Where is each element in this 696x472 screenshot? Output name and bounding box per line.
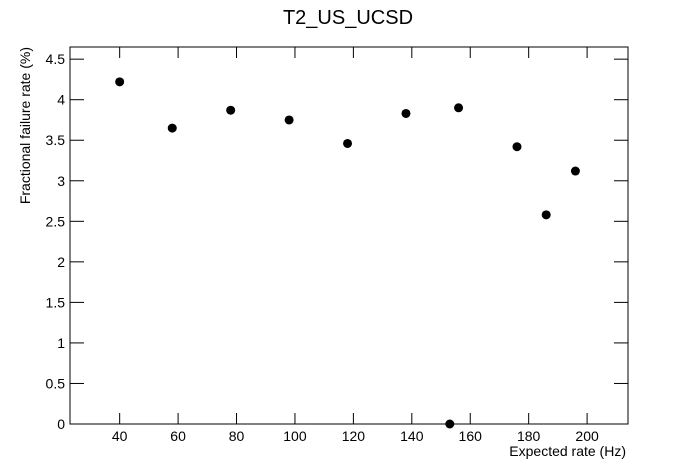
point [541, 210, 551, 220]
point [226, 105, 236, 115]
point [570, 166, 580, 176]
y-axis-label: Fractional failure rate (%) [17, 47, 33, 204]
y-tick-label: 0.5 [46, 375, 66, 391]
y-tick-label: 3.5 [46, 132, 66, 148]
chart-title: T2_US_UCSD [283, 7, 413, 29]
x-tick-label: 40 [112, 428, 128, 444]
y-tick-label: 2.5 [46, 213, 66, 229]
point [445, 419, 455, 429]
x-axis-label: Expected rate (Hz) [509, 443, 626, 459]
y-tick-label: 1 [57, 335, 65, 351]
point [343, 138, 353, 148]
y-tick-label: 0 [57, 416, 65, 432]
point [167, 123, 177, 133]
point [454, 103, 464, 113]
point [284, 115, 294, 125]
x-tick-label: 180 [517, 428, 541, 444]
y-tick-label: 2 [57, 254, 65, 270]
y-tick-label: 4 [57, 92, 65, 108]
x-tick-label: 140 [400, 428, 424, 444]
y-tick-label: 1.5 [46, 294, 66, 310]
point [401, 108, 411, 118]
x-tick-label: 60 [170, 428, 186, 444]
x-tick-label: 100 [283, 428, 307, 444]
y-tick-label: 4.5 [46, 51, 66, 67]
x-tick-label: 120 [342, 428, 366, 444]
x-tick-label: 80 [229, 428, 245, 444]
x-tick-label: 200 [575, 428, 599, 444]
x-tick-label: 160 [459, 428, 483, 444]
point [512, 142, 522, 152]
point [115, 77, 125, 87]
plot-frame [69, 46, 629, 425]
y-tick-label: 3 [57, 173, 65, 189]
